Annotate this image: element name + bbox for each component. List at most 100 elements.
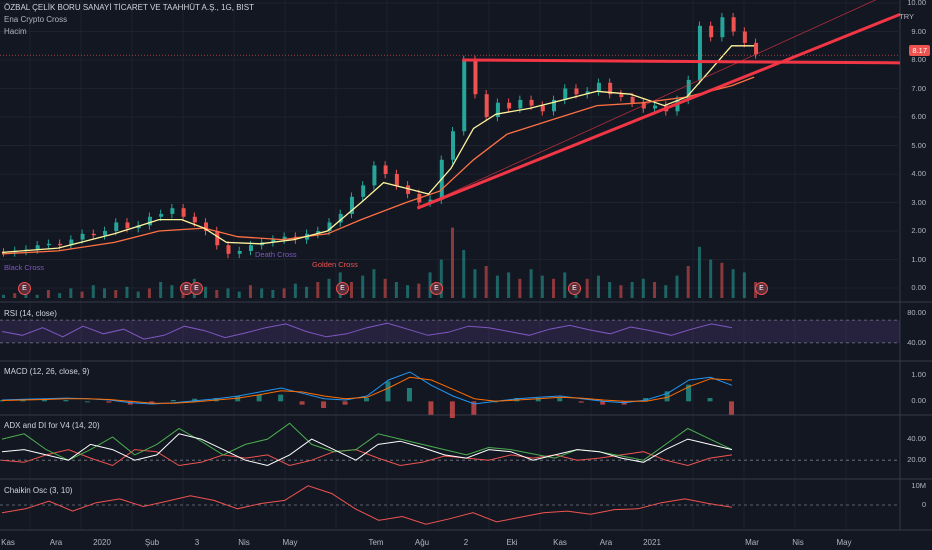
candle-body xyxy=(226,245,231,254)
volume-bar xyxy=(675,275,679,298)
candle-body xyxy=(248,245,253,251)
candle-body xyxy=(316,231,321,234)
candle-body xyxy=(69,239,74,246)
volume-bar xyxy=(484,266,488,298)
candle-body xyxy=(630,97,635,103)
volume-bar xyxy=(91,285,95,298)
macd-histogram-bar xyxy=(471,401,477,415)
candle-body xyxy=(709,25,714,38)
volume-bar xyxy=(709,259,713,298)
macd-histogram-bar xyxy=(0,400,4,402)
time-axis-label: 3 xyxy=(194,538,200,547)
indicator-ena-crypto-cross[interactable]: Ena Crypto Cross xyxy=(4,15,68,24)
price-axis-label: 1.00 xyxy=(911,254,926,264)
price-axis-label: 8.00 xyxy=(911,55,926,64)
volume-bar xyxy=(271,290,275,298)
earnings-marker: E xyxy=(18,282,31,295)
indicator-volume[interactable]: Hacim xyxy=(4,27,27,36)
candle-body xyxy=(406,185,411,194)
candle-body xyxy=(181,208,186,217)
macd-pane-title[interactable]: MACD (12, 26, close, 9) xyxy=(4,367,90,376)
volume-bar xyxy=(495,275,499,298)
time-axis-label: 2 xyxy=(463,538,469,547)
volume-bar xyxy=(372,269,376,298)
price-axis-label: 5.00 xyxy=(911,140,926,150)
macd-histogram-bar xyxy=(557,398,563,402)
macd-histogram-bar xyxy=(192,398,198,402)
volume-bar xyxy=(507,272,511,298)
adx-di-minus-line xyxy=(1,449,733,467)
macd-histogram-bar xyxy=(664,391,670,402)
time-axis-label: May xyxy=(282,538,298,547)
macd-histogram-bar xyxy=(235,396,241,402)
chaikin-line xyxy=(1,485,733,525)
candle-body xyxy=(271,239,276,243)
price-axis-label: 10.00 xyxy=(907,0,926,7)
adx-axis-label: 20.00 xyxy=(907,455,926,465)
volume-bar xyxy=(540,275,544,298)
chart-title: ÖZBAL ÇELİK BORU SANAYİ TİCARET VE TAAHH… xyxy=(4,3,254,12)
candle-body xyxy=(462,60,467,132)
macd-histogram-bar xyxy=(729,401,734,415)
macd-histogram-bar xyxy=(686,384,692,402)
macd-histogram-bar xyxy=(428,401,434,415)
candle-body xyxy=(394,174,399,186)
price-axis-label: 9.00 xyxy=(911,26,926,36)
volume-bar xyxy=(596,275,600,298)
time-axis-label: Ara xyxy=(49,538,63,547)
time-axis-label: Nis xyxy=(792,538,804,547)
candle-body xyxy=(327,222,332,231)
candle-body xyxy=(159,213,164,217)
price-axis-label: 2.00 xyxy=(911,226,926,235)
volume-bar xyxy=(653,282,657,298)
trendline-rising-support xyxy=(416,13,901,210)
volume-bar xyxy=(686,266,690,298)
volume-bar xyxy=(58,293,62,298)
adx-axis-label: 40.00 xyxy=(907,434,926,444)
candle-body xyxy=(372,165,377,186)
volume-bar xyxy=(439,259,443,298)
macd-histogram-bar xyxy=(707,398,713,402)
time-axis-label: May xyxy=(836,538,852,547)
candle-body xyxy=(731,17,736,32)
volume-bar xyxy=(518,278,522,298)
volume-bar xyxy=(80,291,84,298)
macd-histogram-bar xyxy=(63,400,69,402)
price-axis-label: 6.00 xyxy=(911,112,926,121)
candle-body xyxy=(58,243,63,246)
chaikin-axis-label: 10M xyxy=(911,480,926,490)
candle-body xyxy=(383,165,388,174)
volume-bar xyxy=(35,294,39,298)
volume-bar xyxy=(147,288,151,298)
rsi-pane-title[interactable]: RSI (14, close) xyxy=(4,309,57,318)
candle-body xyxy=(204,222,209,231)
time-axis-label: Tem xyxy=(368,538,384,547)
candle-body xyxy=(619,94,624,98)
volume-bar xyxy=(349,282,353,298)
time-axis-label: 2020 xyxy=(93,538,111,547)
candle-body xyxy=(754,42,759,55)
macd-histogram-bar xyxy=(41,399,47,402)
volume-bar xyxy=(327,278,331,298)
candle-body xyxy=(282,236,287,240)
chaikin-pane-title[interactable]: Chaikin Osc (3, 10) xyxy=(4,486,73,495)
rsi-axis-label: 80.00 xyxy=(907,307,926,317)
volume-bar xyxy=(451,227,454,298)
macd-line xyxy=(1,371,733,405)
time-axis-label: Kas xyxy=(553,538,567,547)
volume-bar xyxy=(282,288,286,298)
candle-body xyxy=(147,216,152,226)
adx-di-plus-line xyxy=(1,422,733,461)
candle-body xyxy=(507,102,512,109)
candle-body xyxy=(338,213,343,223)
volume-bar xyxy=(114,290,118,298)
volume-bar xyxy=(260,288,264,298)
adx-pane-title[interactable]: ADX and DI for V4 (14, 20) xyxy=(4,421,100,430)
candle-body xyxy=(349,196,354,214)
macd-histogram-bar xyxy=(406,388,412,402)
macd-histogram-bar xyxy=(256,394,262,402)
chaikin-axis-label: 0 xyxy=(921,500,926,509)
currency-label: TRY xyxy=(899,12,914,21)
time-axis-label: Eki xyxy=(506,538,518,547)
